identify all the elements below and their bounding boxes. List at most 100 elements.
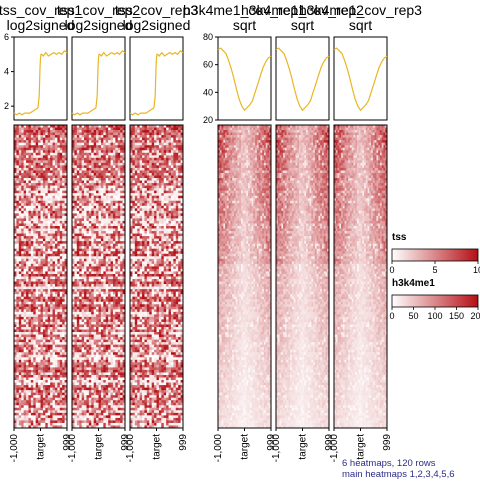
heatmap-cell — [55, 398, 58, 401]
heatmap-cell — [118, 322, 121, 325]
heatmap-cell — [91, 269, 94, 272]
heatmap-cell — [111, 319, 114, 322]
heatmap-cell — [57, 418, 60, 421]
heatmap-cell — [26, 388, 29, 391]
heatmap-cell — [21, 395, 24, 398]
heatmap-cell — [120, 254, 123, 257]
heatmap-cell — [74, 143, 77, 146]
heatmap-cell — [111, 234, 114, 237]
heatmap-cell — [120, 317, 123, 320]
heatmap-cell — [38, 223, 41, 226]
heatmap-cell — [19, 367, 22, 370]
heatmap-cell — [84, 375, 87, 378]
heatmap-cell — [45, 165, 48, 168]
heatmap-cell — [31, 218, 34, 221]
heatmap-cell — [16, 393, 19, 396]
heatmap-cell — [28, 155, 31, 158]
heatmap-cell — [36, 193, 39, 196]
heatmap-cell — [55, 279, 58, 282]
heatmap-cell — [45, 352, 48, 355]
heatmap-cell — [50, 148, 53, 151]
heatmap-cell — [106, 193, 109, 196]
heatmap-cell — [77, 266, 80, 269]
heatmap-cell — [33, 269, 36, 272]
heatmap-cell — [50, 135, 53, 138]
heatmap-cell — [115, 138, 118, 141]
heatmap-cell — [45, 206, 48, 209]
heatmap-cell — [84, 165, 87, 168]
heatmap-cell — [53, 309, 56, 312]
heatmap-cell — [43, 390, 46, 393]
heatmap-cell — [33, 165, 36, 168]
heatmap-cell — [118, 236, 121, 239]
heatmap-cell — [36, 405, 39, 408]
heatmap-cell — [74, 244, 77, 247]
heatmap-cell — [82, 269, 85, 272]
heatmap-cell — [79, 340, 82, 343]
heatmap-cell — [79, 337, 82, 340]
heatmap-cell — [16, 160, 19, 163]
heatmap-cell — [45, 410, 48, 413]
heatmap-cell — [36, 312, 39, 315]
heatmap-cell — [77, 234, 80, 237]
heatmap-cell — [79, 178, 82, 181]
heatmap-cell — [113, 367, 116, 370]
heatmap-cell — [74, 181, 77, 184]
heatmap-cell — [19, 186, 22, 189]
heatmap-cell — [38, 282, 41, 285]
heatmap-cell — [62, 299, 65, 302]
heatmap-cell — [74, 297, 77, 300]
heatmap-cell — [113, 251, 116, 254]
heatmap-cell — [101, 138, 104, 141]
heatmap-cell — [96, 277, 99, 280]
heatmap-cell — [74, 173, 77, 176]
heatmap-cell — [111, 287, 114, 290]
heatmap-cell — [24, 302, 27, 305]
heatmap-cell — [115, 355, 118, 358]
heatmap-cell — [31, 170, 34, 173]
heatmap-cell — [82, 312, 85, 315]
heatmap-cell — [38, 383, 41, 386]
heatmap-cell — [62, 203, 65, 206]
heatmap-cell — [106, 188, 109, 191]
heatmap-cell — [36, 259, 39, 262]
heatmap-cell — [57, 160, 60, 163]
heatmap-cell — [43, 191, 46, 194]
heatmap-cell — [16, 372, 19, 375]
heatmap-cell — [28, 150, 31, 153]
heatmap-cell — [53, 420, 56, 423]
heatmap-cell — [19, 383, 22, 386]
heatmap-cell — [38, 261, 41, 264]
heatmap-cell — [31, 153, 34, 156]
heatmap-cell — [28, 324, 31, 327]
heatmap-cell — [106, 302, 109, 305]
heatmap-cell — [48, 196, 51, 199]
heatmap-cell — [53, 261, 56, 264]
heatmap-cell — [113, 229, 116, 232]
heatmap-cell — [101, 322, 104, 325]
heatmap-cell — [120, 249, 123, 252]
heatmap-cell — [45, 423, 48, 426]
heatmap-cell — [89, 385, 92, 388]
heatmap-cell — [53, 143, 56, 146]
heatmap-cell — [86, 335, 89, 338]
heatmap-cell — [86, 168, 89, 171]
heatmap-cell — [31, 173, 34, 176]
heatmap-cell — [113, 383, 116, 386]
heatmap-cell — [28, 223, 31, 226]
heatmap-cell — [77, 241, 80, 244]
heatmap-cell — [41, 307, 44, 310]
heatmap-cell — [24, 372, 27, 375]
heatmap-cell — [94, 271, 97, 274]
heatmap-cell — [91, 128, 94, 131]
heatmap-cell — [96, 244, 99, 247]
heatmap-cell — [21, 155, 24, 158]
heatmap-cell — [84, 284, 87, 287]
heatmap-cell — [101, 309, 104, 312]
heatmap-cell — [118, 274, 121, 277]
heatmap-cell — [43, 400, 46, 403]
heatmap-cell — [60, 342, 63, 345]
heatmap-cell — [48, 153, 51, 156]
heatmap-cell — [106, 198, 109, 201]
heatmap-cell — [48, 309, 51, 312]
